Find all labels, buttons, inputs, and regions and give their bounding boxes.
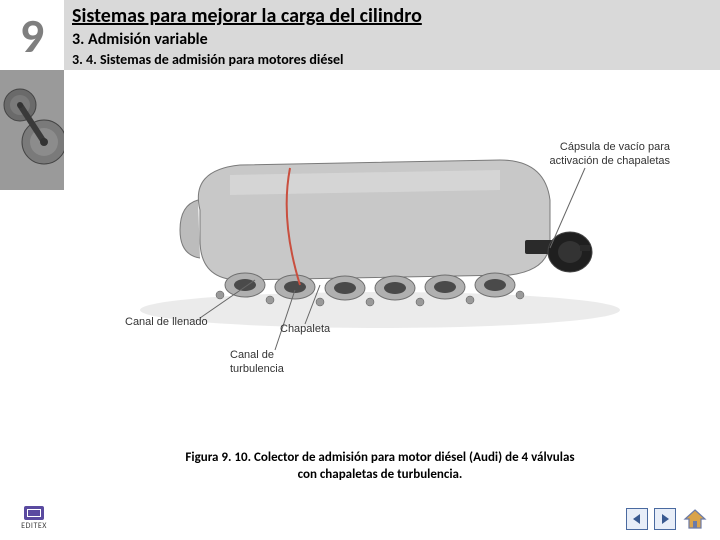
prev-button[interactable]: [626, 508, 648, 530]
header-bar: 9 Sistemas para mejorar la carga del cil…: [0, 0, 720, 70]
page-subtitle: 3. Admisión variable: [72, 30, 712, 49]
figure-caption: Figura 9. 10. Colector de admisión para …: [120, 450, 640, 484]
sidebar-thumbnail: [0, 70, 64, 190]
caption-line2: con chapaletas de turbulencia.: [298, 467, 463, 482]
page-title: Sistemas para mejorar la carga del cilin…: [72, 4, 712, 28]
figure-diagram: Canal de llenado Chapaleta Canal de turb…: [80, 100, 680, 420]
publisher-logo: EDITEX: [8, 502, 60, 534]
callout-canal-turbulencia-l1: Canal de: [230, 349, 274, 361]
callout-canal-turbulencia-l2: turbulencia: [230, 363, 285, 375]
callout-capsula-l1: Cápsula de vacío para: [560, 141, 671, 153]
next-button[interactable]: [654, 508, 676, 530]
publisher-logo-icon: [24, 506, 44, 520]
publisher-name: EDITEX: [21, 521, 47, 531]
nav-controls: [626, 506, 708, 532]
callout-canal-llenado: Canal de llenado: [125, 316, 208, 328]
callout-capsula-l2: activación de chapaletas: [550, 155, 671, 167]
home-button[interactable]: [682, 506, 708, 532]
caption-line1: Figura 9. 10. Colector de admisión para …: [185, 450, 574, 465]
page-subsubtitle: 3. 4. Sistemas de admisión para motores …: [72, 51, 712, 68]
callout-chapaleta: Chapaleta: [280, 323, 331, 335]
header-texts: Sistemas para mejorar la carga del cilin…: [64, 0, 720, 70]
chapter-number: 9: [0, 0, 64, 70]
